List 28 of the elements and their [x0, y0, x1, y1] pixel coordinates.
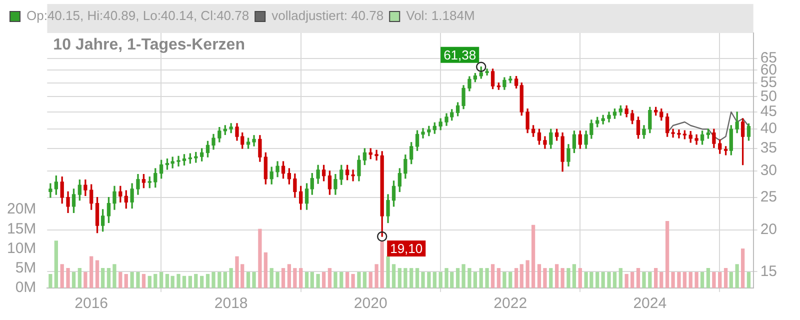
x-tick-label: 2018: [214, 295, 248, 312]
legend-label: Op:40.15, Hi:40.89, Lo:40.14, Cl:40.78: [26, 8, 250, 24]
chart-title: 10 Jahre, 1-Tages-Kerzen: [53, 36, 245, 54]
annotation: 19,10: [390, 241, 423, 256]
legend-label: volladjustiert: 40.78: [272, 8, 384, 24]
y-tick-label: 40: [760, 120, 778, 138]
y2-tick-label: 10M: [6, 240, 36, 257]
y2-tick-label: 0M: [15, 279, 36, 296]
annotation: 61,38: [444, 47, 476, 62]
y-tick-label: 30: [760, 162, 778, 180]
candlestick: [351, 170, 355, 182]
candlestick: [176, 156, 180, 166]
candlestick: [677, 130, 681, 138]
y2-tick-label: 20M: [6, 200, 36, 218]
legend-label: Vol: 1.184M: [406, 8, 475, 24]
y2-tick-label: 15M: [6, 220, 36, 238]
y-tick-label: 25: [760, 188, 778, 206]
x-tick-label: 2020: [354, 295, 388, 312]
x-tick-label: 2016: [74, 295, 108, 312]
candlestick: [374, 150, 378, 160]
x-tick-label: 2022: [494, 295, 528, 312]
y-tick-label: 20: [760, 220, 778, 238]
y-tick-label: 35: [760, 140, 778, 157]
x-tick-label: 2024: [633, 295, 667, 312]
candlestick: [48, 183, 52, 198]
y-tick-label: 15: [760, 262, 778, 280]
y2-tick-label: 5M: [15, 260, 36, 277]
y-tick-label: 45: [760, 103, 778, 120]
